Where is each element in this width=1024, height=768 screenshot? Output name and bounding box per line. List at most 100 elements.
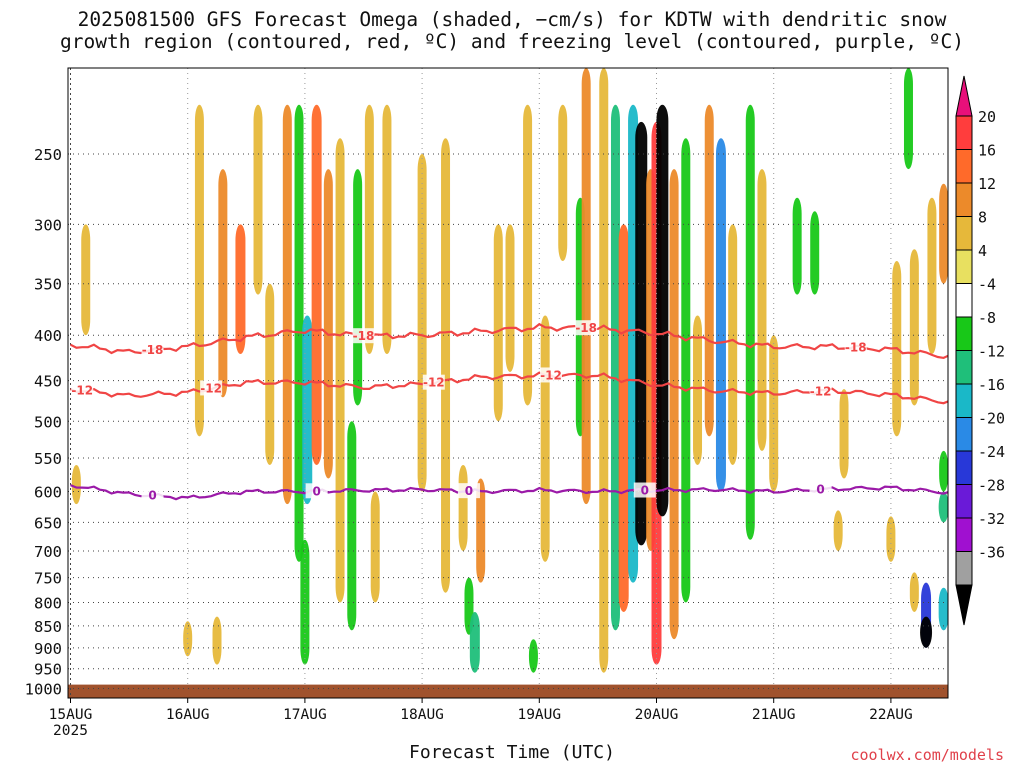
colorbar-label: 12: [978, 175, 996, 193]
y-tick-label: 950: [34, 661, 62, 679]
omega-cell: [618, 224, 629, 612]
omega-cell: [610, 104, 620, 631]
omega-cell: [693, 315, 703, 465]
colorbar-segment: [955, 484, 973, 519]
credit-link[interactable]: coolwx.com/models: [850, 746, 1004, 764]
ground-fill: [68, 684, 948, 698]
colorbar-segment: [955, 115, 973, 150]
omega-cell: [728, 224, 738, 465]
colorbar-label: -20: [978, 410, 1005, 428]
contour-lines: -18 -18 -18 -18 -12 -12 -12 -12 -12 0 0 0 0 0: [70, 320, 948, 503]
omega-cell: [792, 197, 802, 295]
omega-cell: [347, 421, 357, 631]
omega-cell: [364, 104, 374, 355]
omega-cell: [810, 211, 820, 295]
contour-label: -12: [810, 384, 832, 398]
x-tick-label: 21AUG: [752, 707, 796, 723]
omega-cell: [194, 104, 204, 437]
omega-cell: [323, 169, 333, 479]
omega-cell: [599, 68, 609, 673]
colorbar-label: -36: [978, 544, 1005, 562]
omega-cell: [909, 249, 919, 406]
x-tick-label: 17AUG: [283, 707, 327, 723]
x-axis-labels: 15AUG 16AUG 17AUG 18AUG 19AUG 20AUG 21AUG 22AUG…: [49, 698, 913, 739]
contour-label: -12: [540, 368, 562, 382]
omega-cell: [300, 539, 310, 665]
omega-cell: [71, 464, 81, 505]
plot-frame: [67, 67, 949, 699]
y-tick-label: 350: [34, 276, 62, 294]
contour-label: -18: [353, 329, 375, 343]
omega-cell: [757, 169, 767, 451]
contour-label: -18: [142, 343, 164, 357]
omega-cell: [939, 183, 948, 284]
omega-cell: [938, 587, 948, 631]
omega-cell: [681, 138, 691, 603]
omega-cell: [523, 104, 533, 406]
dendritic-contour: [70, 322, 948, 360]
contour-label-bg: [71, 382, 94, 398]
omega-cell: [839, 389, 849, 479]
colorbar-label: -16: [978, 376, 1005, 394]
contour-label: -12: [423, 376, 445, 390]
contour-label-bg: [200, 380, 223, 396]
y-axis-labels: 250 300 350 400 450 500 550 600 650 700 750 800 850 9…: [25, 146, 62, 698]
colorbar-segment: [955, 517, 973, 552]
omega-cell: [218, 169, 228, 398]
colorbar-label: 4: [978, 242, 987, 260]
colorbar-label: 20: [978, 108, 996, 126]
y-tick-label: 1000: [25, 680, 62, 698]
contour-label: 0: [148, 489, 156, 503]
colorbar-segment: [955, 249, 973, 284]
omega-cell: [903, 68, 913, 170]
y-tick-label: 400: [34, 327, 62, 345]
y-tick-label: 550: [34, 450, 62, 468]
omega-cell: [81, 224, 91, 336]
x-tick-label: 20AUG: [635, 707, 679, 723]
contour-label-bg: [457, 483, 480, 499]
omega-cell: [505, 224, 515, 372]
colorbar-label: -8: [978, 309, 996, 327]
omega-cell: [1015, 363, 1024, 465]
omega-cell: [476, 478, 486, 583]
contour-label-bg: [422, 374, 445, 390]
omega-cell: [235, 224, 246, 355]
contour-label: -18: [575, 321, 597, 335]
omega-cell: [833, 510, 843, 551]
contour-label-bg: [305, 483, 328, 499]
colorbar: 20 16 12 8 4 -4 -8 -12 -16 -20 -24 -28 -32 -36: [955, 75, 1005, 626]
omega-cell: [370, 491, 380, 603]
x-tick-label: 22AUG: [869, 707, 913, 723]
colorbar-segment: [955, 383, 973, 418]
colorbar-segment: [955, 450, 973, 485]
colorbar-segment: [955, 149, 973, 184]
contour-label: 0: [465, 484, 473, 498]
y-tick-label: 500: [34, 413, 62, 431]
omega-cell: [938, 491, 948, 523]
x-tick-label: 18AUG: [400, 707, 444, 723]
omega-cell: [311, 104, 322, 465]
omega-cell: [382, 104, 392, 355]
contour-label-bg: [809, 481, 832, 497]
contour-label-bg: [141, 487, 164, 503]
colorbar-segment: [955, 182, 973, 217]
omega-cell: [968, 630, 977, 660]
contour-label-bg: [141, 341, 164, 357]
omega-cell: [469, 611, 480, 673]
contour-label: -18: [845, 341, 867, 355]
contour-label-bg: [844, 339, 867, 355]
contour-label: 0: [641, 484, 649, 498]
y-tick-label: 250: [34, 146, 62, 164]
contour-label: 0: [816, 482, 824, 496]
x-tick-label: 19AUG: [517, 707, 561, 723]
contour-label-bg: [633, 482, 656, 498]
omega-cell: [581, 68, 591, 505]
colorbar-label: 8: [978, 209, 987, 227]
omega-cell: [909, 572, 919, 612]
y-tick-label: 650: [34, 514, 62, 532]
omega-cell: [939, 450, 948, 492]
contour-label: 0: [312, 484, 320, 498]
x-tick-label: 15AUG: [49, 707, 93, 723]
colorbar-segment: [955, 417, 973, 452]
colorbar-segment: [955, 350, 973, 385]
